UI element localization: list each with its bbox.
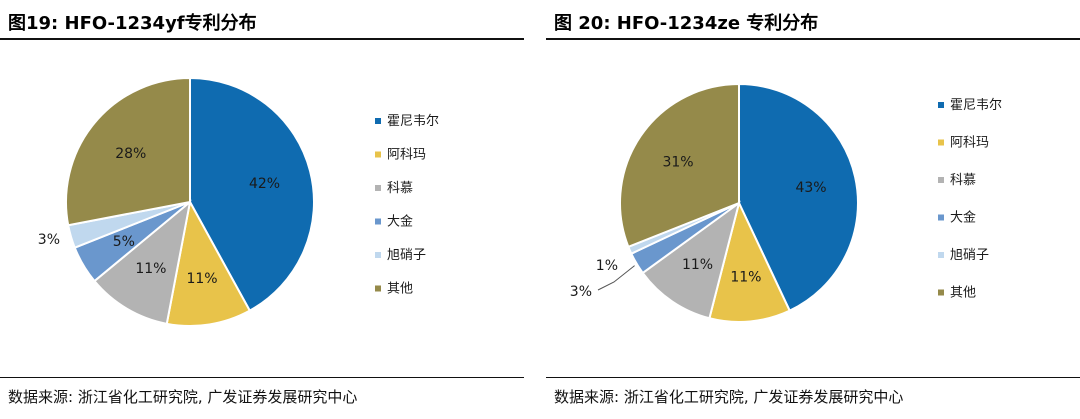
pie-slice-1: [708, 200, 792, 323]
pie-slice-0: [738, 82, 859, 313]
slice-value-label: 31%: [662, 155, 693, 171]
legend-label: 科慕: [950, 173, 976, 188]
chart-title: 图 20: HFO-1234ze 专利分布: [554, 13, 819, 34]
legend-swatch: [938, 139, 944, 146]
legend-swatch: [375, 151, 381, 158]
legend-swatch: [375, 252, 381, 258]
legend-label: 霍尼韦尔: [950, 98, 1002, 113]
source-rule: [0, 377, 524, 378]
pie-slice-2: [641, 200, 741, 320]
slice-value-label: 42%: [249, 176, 280, 192]
legend-label: 旭硝子: [950, 248, 989, 263]
legend-swatch: [938, 252, 944, 258]
chart-panel-left: 图19: HFO-1234yf专利分布 42% 11% 11% 5% 3% 28% 霍尼韦尔…: [0, 0, 524, 419]
pie-slice-5: [619, 82, 740, 249]
slice-value-label: 43%: [795, 180, 826, 196]
legend-label: 大金: [387, 214, 413, 230]
legend-swatch: [938, 289, 944, 296]
leader-line: [597, 265, 635, 291]
slice-value-label: 5%: [113, 234, 135, 250]
pie-slice-5: [65, 76, 191, 227]
data-source: 数据来源: 浙江省化工研究院, 广发证券发展研究中心: [554, 388, 904, 406]
chart-panel-right: 图 20: HFO-1234ze 专利分布 43% 11% 11% 3% 1% 31% 霍尼…: [546, 0, 1080, 419]
legend-swatch: [938, 177, 944, 183]
legend-label: 科慕: [387, 181, 413, 196]
data-source: 数据来源: 浙江省化工研究院, 广发证券发展研究中心: [8, 388, 358, 406]
source-rule: [546, 377, 1080, 378]
legend-label: 大金: [950, 210, 976, 226]
pie-slice-1: [165, 199, 252, 327]
legend-label: 旭硝子: [387, 248, 426, 263]
legend-swatch: [938, 102, 944, 108]
legend-swatch: [375, 285, 381, 292]
pie-slice-2: [93, 199, 192, 325]
legend-swatch: [375, 118, 381, 124]
legend-label: 其他: [387, 282, 413, 297]
legend-swatch: [375, 185, 381, 191]
slice-value-label: 11%: [682, 257, 713, 273]
chart-title: 图19: HFO-1234yf专利分布: [8, 13, 257, 34]
slice-value-label: 3%: [38, 232, 60, 248]
legend-label: 霍尼韦尔: [387, 114, 439, 129]
pie-slice-0: [189, 76, 315, 313]
legend-label: 阿科玛: [387, 148, 426, 163]
legend-swatch: [938, 214, 944, 221]
legend-label: 其他: [950, 286, 976, 301]
title-rule: [546, 38, 1080, 40]
legend-label: 阿科玛: [950, 136, 989, 151]
slice-value-label: 11%: [186, 271, 217, 287]
slice-value-label: 11%: [135, 261, 166, 277]
slice-value-label: 11%: [730, 270, 761, 286]
slice-value-label: 1%: [596, 258, 618, 274]
title-rule: [0, 38, 524, 40]
slice-value-label: 28%: [115, 146, 146, 162]
slice-value-label: 3%: [570, 284, 592, 300]
legend-swatch: [375, 218, 381, 225]
